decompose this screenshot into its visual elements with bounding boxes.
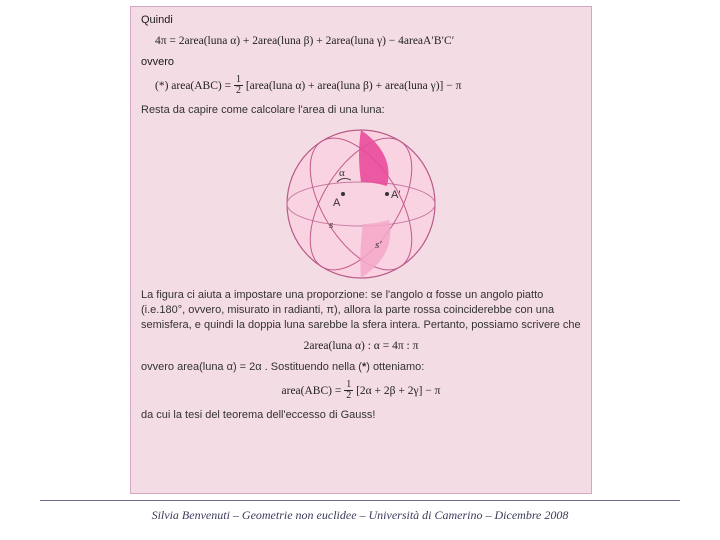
label-alpha: α	[339, 167, 345, 179]
text-ovvero: ovvero	[141, 55, 581, 70]
text-resta: Resta da capire come calcolare l'area di…	[141, 103, 581, 118]
eq1-rhs: 2area(luna α) + 2area(luna β) + 2area(lu…	[179, 35, 454, 47]
footer-rule	[40, 500, 680, 501]
footer-text: Silvia Benvenuti – Geometrie non euclide…	[0, 508, 720, 523]
eq2-rhs: [area(luna α) + area(luna β) + area(luna…	[246, 80, 462, 92]
text-sostituendo: ovvero area(luna α) = 2α . Sostituendo n…	[141, 360, 581, 375]
figure-container: α A A′ s s′	[141, 124, 581, 284]
equation-3: 2area(luna α) : α = 4π : π	[141, 339, 581, 355]
label-Aprime: A′	[391, 189, 400, 201]
equation-1: 4π = 2area(luna α) + 2area(luna β) + 2ar…	[141, 34, 581, 50]
eq4-rhs: [2α + 2β + 2γ] − π	[356, 385, 440, 397]
content-panel: Quindi 4π = 2area(luna α) + 2area(luna β…	[130, 6, 592, 494]
eq2-fraction: 12	[234, 75, 243, 96]
point-A	[341, 192, 345, 196]
label-sprime: s′	[375, 239, 382, 251]
sphere-figure: α A A′ s s′	[277, 124, 445, 284]
equation-4: area(ABC) = 12 [2α + 2β + 2γ] − π	[141, 381, 581, 402]
eq2-label: (*) area(ABC) =	[155, 80, 234, 92]
equation-2: (*) area(ABC) = 12 [area(luna α) + area(…	[141, 76, 581, 97]
label-A: A	[333, 197, 341, 209]
label-s: s	[329, 219, 333, 231]
eq1-lhs: 4π =	[155, 35, 179, 47]
text-tesi: da cui la tesi del teorema dell'eccesso …	[141, 408, 581, 423]
eq4-fraction: 12	[344, 380, 353, 401]
eq4-lhs: area(ABC) =	[282, 385, 345, 397]
sphere-svg: α A A′ s s′	[277, 124, 445, 284]
point-Aprime	[385, 192, 389, 196]
text-proporzione: La figura ci aiuta a impostare una propo…	[141, 288, 581, 333]
text-quindi: Quindi	[141, 13, 581, 28]
